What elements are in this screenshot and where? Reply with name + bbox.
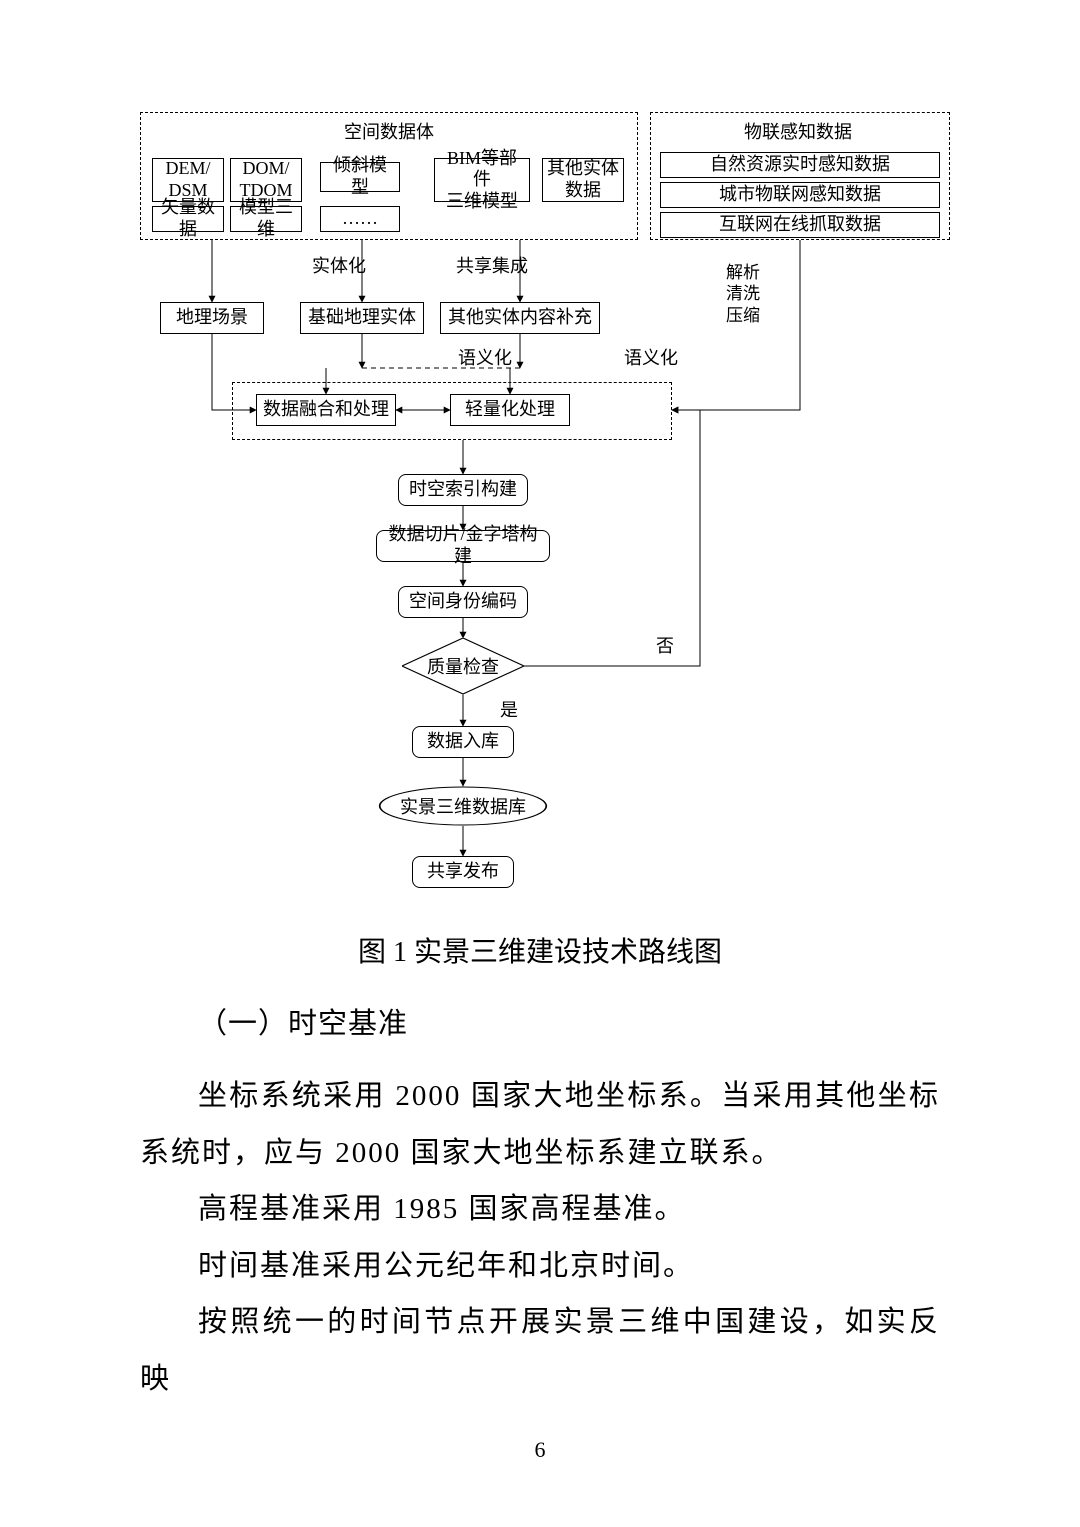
- node-sense-city: 城市物联网感知数据: [660, 182, 940, 208]
- label-no: 否: [656, 632, 674, 658]
- node-geo-entity: 基础地理实体: [300, 302, 424, 334]
- figure-caption: 图 1 实景三维建设技术路线图: [140, 930, 940, 970]
- spatial-data-group-title: 空间数据体: [340, 118, 438, 144]
- paragraph-1: 坐标系统采用 2000 国家大地坐标系。当采用其他坐标系统时，应与 2000 国…: [140, 1068, 940, 1181]
- paragraph-2: 高程基准采用 1985 国家高程基准。: [140, 1181, 940, 1238]
- label-share-integrate: 共享集成: [456, 252, 528, 278]
- node-spatiotemporal-index: 时空索引构建: [398, 474, 528, 506]
- section-heading: （一）时空基准: [198, 1000, 940, 1042]
- node-bim-3d: BIM等部件三维模型: [434, 158, 530, 202]
- node-other-supplement: 其他实体内容补充: [440, 302, 600, 334]
- node-model3d: 模型三维: [230, 206, 302, 232]
- node-database: 实景三维数据库: [378, 786, 548, 826]
- label-semanticize-2: 语义化: [624, 344, 678, 370]
- node-other-entity: 其他实体数据: [542, 158, 624, 202]
- paragraph-4: 按照统一的时间节点开展实景三维中国建设，如实反映: [140, 1294, 940, 1407]
- node-geo-scene: 地理场景: [160, 302, 264, 334]
- label-yes: 是: [500, 696, 518, 722]
- node-dom-tdom: DOM/TDOM: [230, 158, 302, 202]
- paragraph-3: 时间基准采用公元纪年和北京时间。: [140, 1238, 940, 1295]
- node-ellipsis: ……: [320, 206, 400, 232]
- node-quality-check: 质量检查: [402, 638, 524, 694]
- label-entitize: 实体化: [312, 252, 366, 278]
- node-dem-dsm: DEM/DSM: [152, 158, 224, 202]
- sensing-data-group-title: 物联感知数据: [740, 118, 856, 144]
- node-publish: 共享发布: [412, 856, 514, 888]
- label-semanticize-1: 语义化: [458, 344, 512, 370]
- label-parse-clean-compress: 解析清洗压缩: [726, 262, 760, 326]
- node-fusion: 数据融合和处理: [256, 394, 396, 426]
- page-body: 图 1 实景三维建设技术路线图 （一）时空基准 坐标系统采用 2000 国家大地…: [140, 930, 940, 1407]
- node-tiling: 数据切片/金字塔构建: [376, 530, 550, 562]
- node-lightweight: 轻量化处理: [450, 394, 570, 426]
- node-ingest: 数据入库: [412, 726, 514, 758]
- node-sense-web: 互联网在线抓取数据: [660, 212, 940, 238]
- node-oblique: 倾斜模型: [320, 162, 400, 192]
- node-vector: 矢量数据: [152, 206, 224, 232]
- node-sense-natural: 自然资源实时感知数据: [660, 152, 940, 178]
- node-spatial-id: 空间身份编码: [398, 586, 528, 618]
- flowchart: 空间数据体 物联感知数据 DEM/DSM DOM/TDOM 倾斜模型 BIM等部…: [140, 112, 950, 898]
- page-number: 6: [0, 1437, 1080, 1463]
